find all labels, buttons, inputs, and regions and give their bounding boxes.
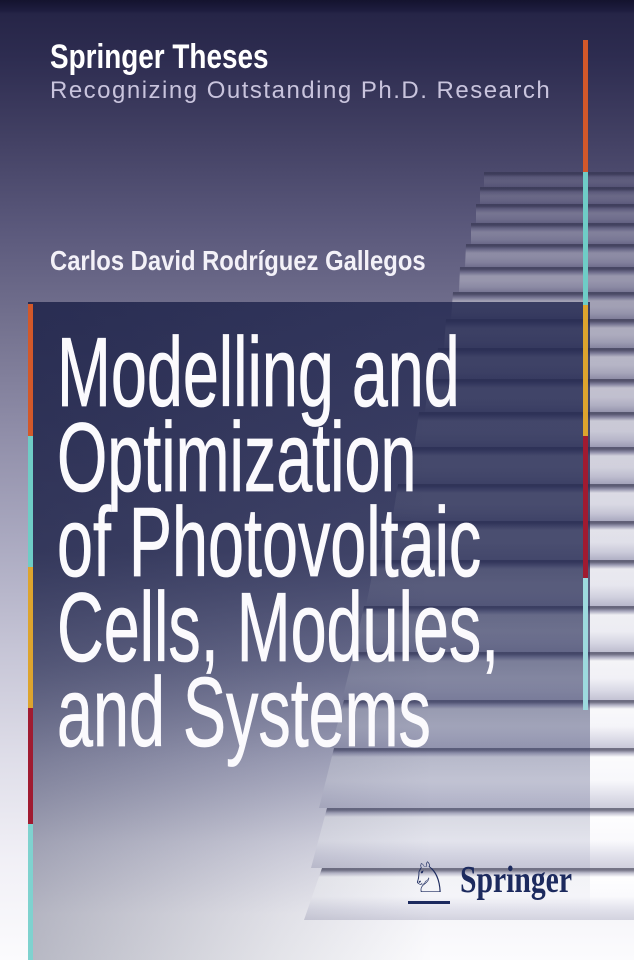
stair-step	[471, 223, 634, 244]
stair-step	[465, 244, 634, 267]
stair-step	[480, 187, 634, 204]
stripe-segment	[583, 172, 588, 305]
title-line: Optimization	[57, 402, 417, 512]
left-accent-stripe	[28, 304, 33, 960]
springer-knight-icon: ♘	[408, 853, 450, 904]
stripe-segment	[583, 305, 588, 436]
series-header: Springer Theses Recognizing Outstanding …	[50, 40, 551, 106]
stair-step	[459, 267, 634, 292]
stripe-segment	[28, 824, 33, 960]
stripe-segment	[28, 436, 33, 567]
stripe-segment	[28, 304, 33, 436]
book-title: Modelling and Optimization of Photovolta…	[57, 317, 634, 767]
title-line: Cells, Modules,	[57, 572, 500, 682]
stair-step	[484, 172, 634, 187]
title-line: of Photovoltaic	[57, 487, 482, 597]
right-accent-stripe	[583, 40, 588, 710]
stripe-segment	[583, 40, 588, 172]
series-title: Springer Theses	[50, 38, 269, 76]
title-line: Modelling and	[57, 317, 460, 427]
publisher-logo: ♘ Springer	[408, 856, 603, 904]
title-panel	[28, 302, 590, 960]
stripe-segment	[28, 567, 33, 708]
stripe-segment	[28, 708, 33, 824]
stripe-segment	[583, 436, 588, 578]
series-tagline: Recognizing Outstanding Ph.D. Research	[50, 77, 552, 104]
stripe-segment	[583, 578, 588, 710]
publisher-wordmark: Springer	[459, 859, 572, 901]
stair-step	[476, 204, 634, 223]
title-line: and Systems	[57, 657, 431, 767]
author-name: Carlos David Rodríguez Gallegos	[50, 245, 426, 276]
